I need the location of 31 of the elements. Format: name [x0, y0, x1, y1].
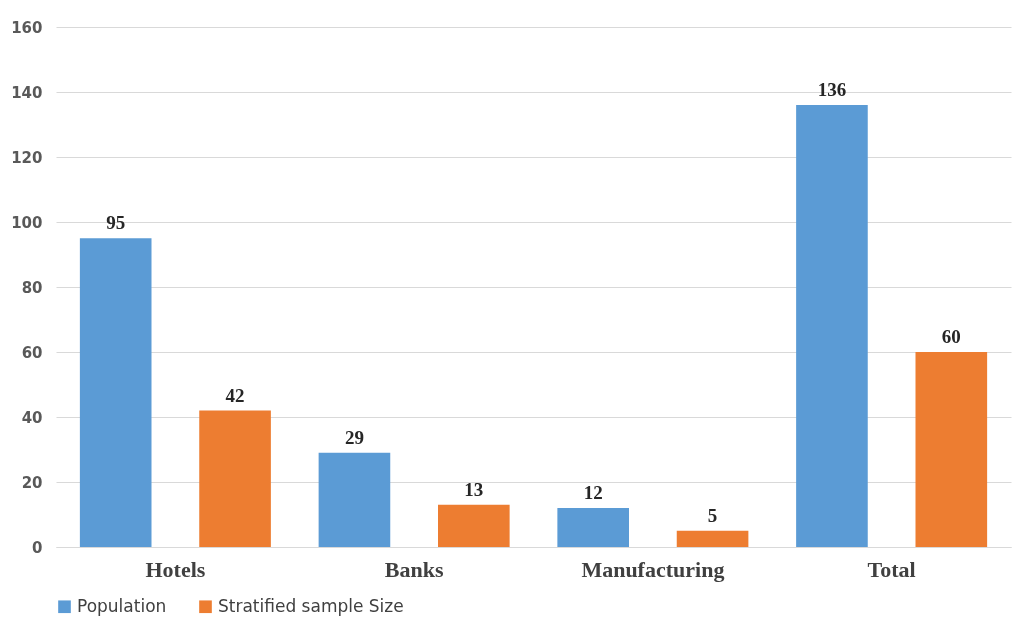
x-tick-label: Banks — [384, 556, 444, 582]
legend-label: Population — [77, 595, 167, 616]
y-tick-label: 0 — [32, 538, 43, 557]
bar — [79, 238, 152, 547]
data-label: 42 — [225, 384, 245, 406]
bar — [557, 508, 629, 547]
bar — [199, 410, 271, 547]
bar — [676, 530, 749, 547]
y-tick-label: 60 — [21, 343, 43, 362]
bar — [318, 452, 391, 547]
y-tick-label: 160 — [11, 18, 43, 37]
data-label: 12 — [583, 482, 603, 503]
data-label: 95 — [106, 212, 126, 234]
x-tick-label: Hotels — [145, 556, 206, 582]
bar — [915, 352, 988, 547]
y-tick-label: 80 — [21, 278, 43, 297]
x-tick-label: Total — [867, 556, 916, 582]
data-label: 29 — [344, 426, 364, 448]
data-label: 60 — [941, 326, 961, 347]
data-label: 5 — [707, 504, 718, 526]
x-tick-label: Manufacturing — [581, 556, 725, 582]
bar — [796, 105, 868, 547]
legend-label: Stratified sample Size — [218, 595, 404, 616]
y-tick-label: 140 — [11, 83, 43, 102]
data-label: 13 — [464, 478, 484, 500]
y-tick-label: 20 — [21, 473, 43, 492]
y-tick-label: 40 — [21, 408, 43, 427]
y-tick-label: 100 — [11, 213, 43, 232]
data-label: 136 — [817, 79, 847, 100]
bar — [438, 504, 510, 547]
y-tick-label: 120 — [11, 148, 43, 167]
